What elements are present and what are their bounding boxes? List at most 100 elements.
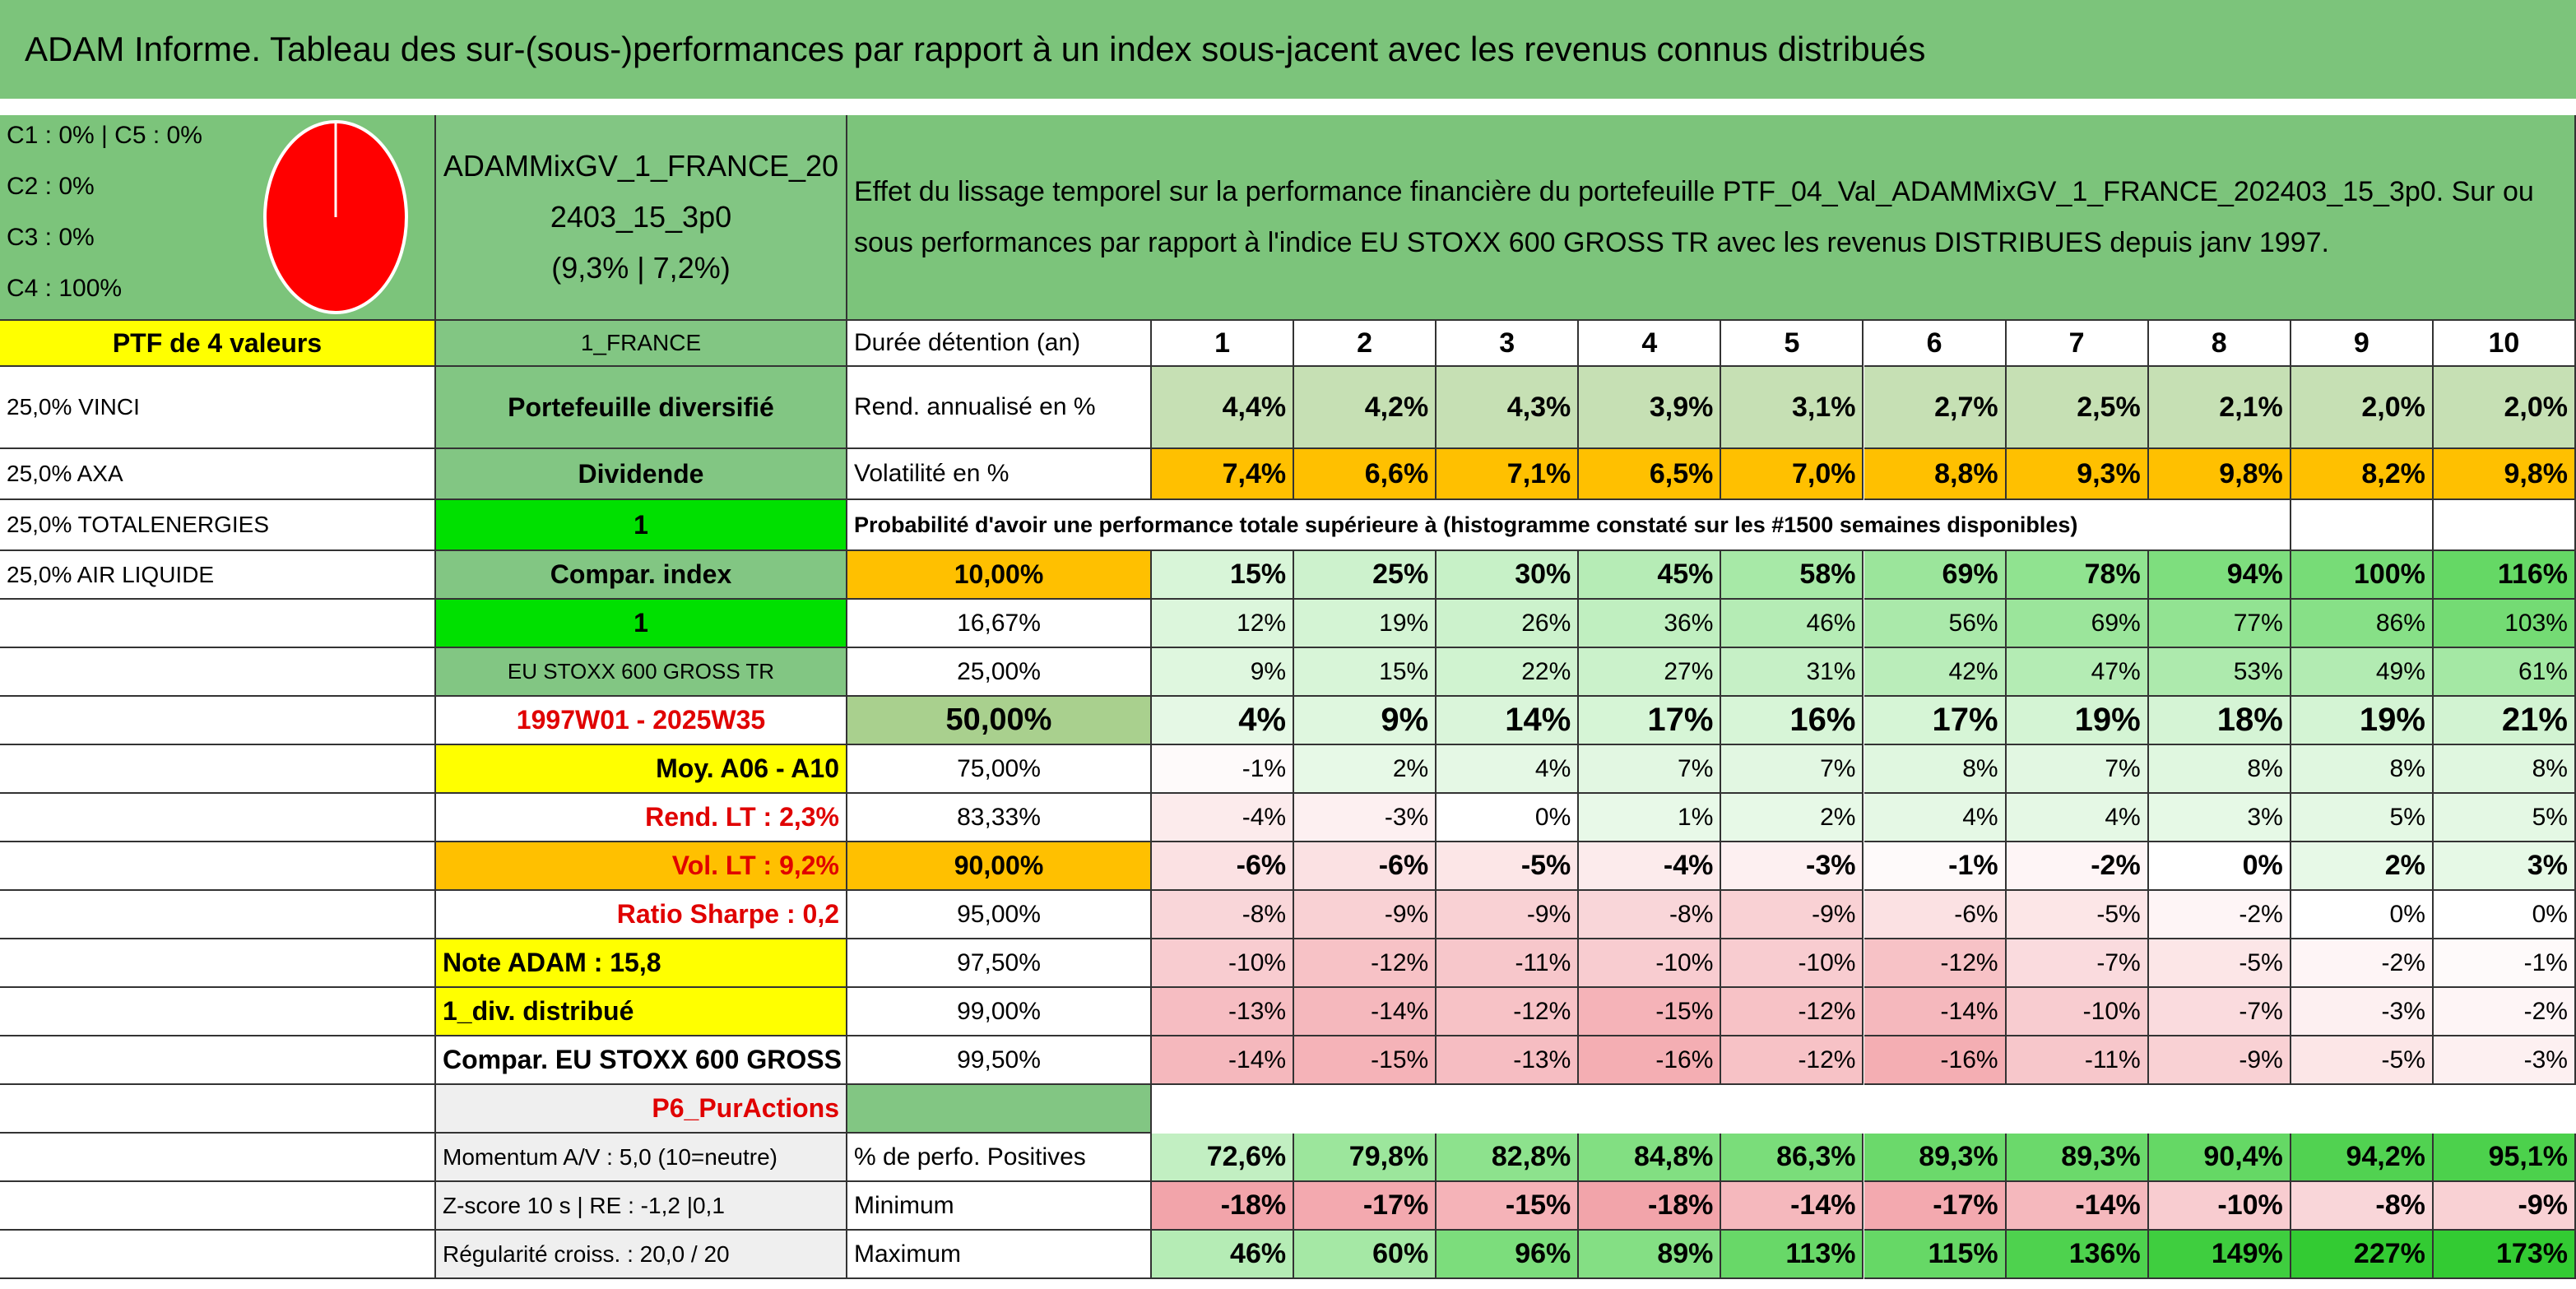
value-cell: -17% <box>1294 1182 1437 1231</box>
value-cell: 2,0% <box>2433 367 2576 449</box>
row-label <box>0 891 436 939</box>
value-cell: -14% <box>1152 1036 1295 1085</box>
value-cell: -16% <box>1864 1036 2007 1085</box>
value-cell: -15% <box>1437 1182 1580 1231</box>
value-cell: -15% <box>1579 988 1722 1036</box>
value-cell: 60% <box>1294 1231 1437 1279</box>
value-cell: -10% <box>2006 988 2149 1036</box>
value-cell: 116% <box>2433 551 2576 600</box>
value-cell: 6,6% <box>1294 449 1437 500</box>
value-cell: 14% <box>1437 697 1580 745</box>
row-header: 10,00% <box>847 551 1152 600</box>
value-cell: 19% <box>2291 697 2434 745</box>
value-cell: -3% <box>1721 842 1864 891</box>
value-cell: -2% <box>2433 988 2576 1036</box>
value-cell: 86% <box>2291 600 2434 648</box>
value-cell: 27% <box>1579 648 1722 697</box>
value-cell: 0% <box>2433 891 2576 939</box>
row-label <box>0 1085 436 1134</box>
row-param: 1_div. distribué <box>436 988 847 1036</box>
value-cell: 7,4% <box>1152 449 1295 500</box>
empty-cell <box>1152 1085 2576 1134</box>
value-cell: -12% <box>1721 1036 1864 1085</box>
value-cell: 3,9% <box>1579 367 1722 449</box>
value-cell: 0% <box>2291 891 2434 939</box>
value-cell: 2% <box>1721 794 1864 842</box>
row-label <box>0 1134 436 1182</box>
value-cell: -14% <box>1294 988 1437 1036</box>
value-cell: -5% <box>2148 939 2291 988</box>
top-block-a: C1 : 0% | C5 : 0% C2 : 0% C3 : 0% C4 : 1… <box>0 115 436 321</box>
row-label <box>0 1036 436 1085</box>
value-cell: -9% <box>1437 891 1580 939</box>
value-cell: 8,2% <box>2291 449 2434 500</box>
value-cell: -10% <box>1152 939 1295 988</box>
value-cell: 9,3% <box>2006 449 2149 500</box>
value-cell: 4% <box>1152 697 1295 745</box>
value-cell: 16% <box>1721 697 1864 745</box>
row-label <box>0 697 436 745</box>
value-cell: 96% <box>1437 1231 1580 1279</box>
empty-cell <box>2433 500 2576 551</box>
value-cell: 90,4% <box>2148 1134 2291 1182</box>
value-cell: 31% <box>1721 648 1864 697</box>
row-param: Vol. LT : 9,2% <box>436 842 847 891</box>
value-cell: -13% <box>1152 988 1295 1036</box>
row-param: Ratio Sharpe : 0,2 <box>436 891 847 939</box>
value-cell: 4 <box>1579 321 1722 367</box>
value-cell: -10% <box>2148 1182 2291 1231</box>
value-cell: 100% <box>2291 551 2434 600</box>
row-param: Z-score 10 s | RE : -1,2 |0,1 <box>436 1182 847 1231</box>
value-cell: 2,7% <box>1864 367 2007 449</box>
value-cell: 3 <box>1437 321 1580 367</box>
value-cell: 84,8% <box>1579 1134 1722 1182</box>
value-cell: 4% <box>1864 794 2007 842</box>
value-cell: -8% <box>1152 891 1295 939</box>
row-header: 83,33% <box>847 794 1152 842</box>
value-cell: -6% <box>1864 891 2007 939</box>
value-cell: -18% <box>1152 1182 1295 1231</box>
value-cell: -14% <box>1864 988 2007 1036</box>
row-header <box>847 1085 1152 1134</box>
row-header: 95,00% <box>847 891 1152 939</box>
value-cell: 5% <box>2291 794 2434 842</box>
value-cell: -1% <box>2433 939 2576 988</box>
value-cell: 61% <box>2433 648 2576 697</box>
value-cell: 0% <box>1437 794 1580 842</box>
row-header: Volatilité en % <box>847 449 1152 500</box>
value-cell: 8% <box>1864 745 2007 794</box>
portfolio-ratios: (9,3% | 7,2%) <box>551 251 731 285</box>
row-header: 99,50% <box>847 1036 1152 1085</box>
value-cell: -15% <box>1294 1036 1437 1085</box>
value-cell: 2% <box>1294 745 1437 794</box>
value-cell: 46% <box>1721 600 1864 648</box>
title: ADAM Informe. Tableau des sur-(sous-)per… <box>25 30 1926 68</box>
row-label <box>0 1182 436 1231</box>
row-param: 1 <box>436 500 847 551</box>
row-label: 25,0% VINCI <box>0 367 436 449</box>
empty-cell <box>2291 500 2434 551</box>
value-cell: 9% <box>1152 648 1295 697</box>
value-cell: 82,8% <box>1437 1134 1580 1182</box>
value-cell: 7% <box>1579 745 1722 794</box>
row-header: 75,00% <box>847 745 1152 794</box>
class-line: C1 : 0% | C5 : 0% <box>7 122 202 149</box>
value-cell: -1% <box>1864 842 2007 891</box>
value-cell: 46% <box>1152 1231 1295 1279</box>
value-cell: 3% <box>2148 794 2291 842</box>
note: Probabilité d'avoir une performance tota… <box>847 500 2291 551</box>
value-cell: 5% <box>2433 794 2576 842</box>
title-bar: ADAM Informe. Tableau des sur-(sous-)per… <box>0 0 2576 99</box>
row-header: Rend. annualisé en % <box>847 367 1152 449</box>
value-cell: 7% <box>1721 745 1864 794</box>
row-label: PTF de 4 valeurs <box>0 321 436 367</box>
value-cell: -9% <box>1294 891 1437 939</box>
value-cell: 30% <box>1437 551 1580 600</box>
value-cell: 19% <box>1294 600 1437 648</box>
value-cell: -10% <box>1579 939 1722 988</box>
row-param: EU STOXX 600 GROSS TR <box>436 648 847 697</box>
value-cell: -9% <box>2433 1182 2576 1231</box>
value-cell: 45% <box>1579 551 1722 600</box>
value-cell: 56% <box>1864 600 2007 648</box>
value-cell: 7,1% <box>1437 449 1580 500</box>
